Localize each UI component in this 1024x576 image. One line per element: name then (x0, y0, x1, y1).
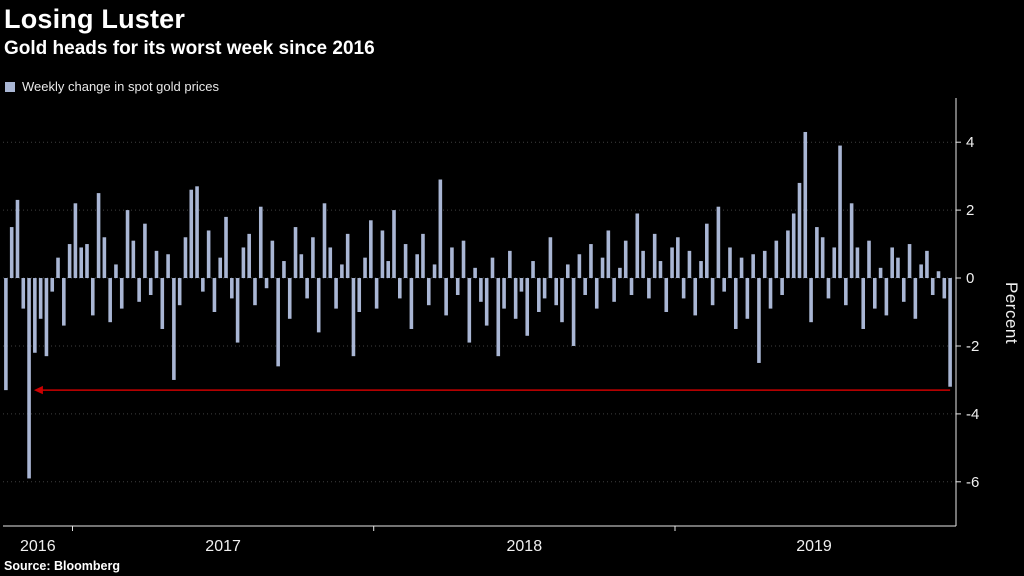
gold-weekly-change-chart: 4 2 0 -2 -4 -6 2016 2017 2018 2019 (3, 98, 979, 555)
svg-text:-4: -4 (966, 406, 979, 423)
svg-text:2016: 2016 (20, 538, 56, 555)
chart-legend: Weekly change in spot gold prices (5, 79, 219, 94)
svg-text:-2: -2 (966, 338, 979, 355)
y-axis-title: Percent (1002, 282, 1021, 345)
svg-text:0: 0 (966, 270, 974, 287)
svg-text:2018: 2018 (507, 538, 543, 555)
gridlines (3, 141, 956, 483)
axes: 4 2 0 -2 -4 -6 2016 2017 2018 2019 (3, 98, 979, 555)
svg-text:-6: -6 (966, 474, 979, 491)
worst-since-2016-arrow (33, 385, 951, 395)
svg-text:4: 4 (966, 134, 974, 151)
svg-text:2: 2 (966, 202, 974, 219)
page-title: Losing Luster (4, 4, 186, 34)
weekly-change-bars (4, 131, 952, 479)
svg-text:2019: 2019 (796, 538, 832, 555)
legend-swatch-icon (5, 81, 15, 92)
source-text: Source: Bloomberg (4, 559, 120, 573)
chart-subtitle: Gold heads for its worst week since 2016 (4, 38, 375, 59)
svg-text:2017: 2017 (205, 538, 241, 555)
legend-label: Weekly change in spot gold prices (22, 79, 220, 94)
